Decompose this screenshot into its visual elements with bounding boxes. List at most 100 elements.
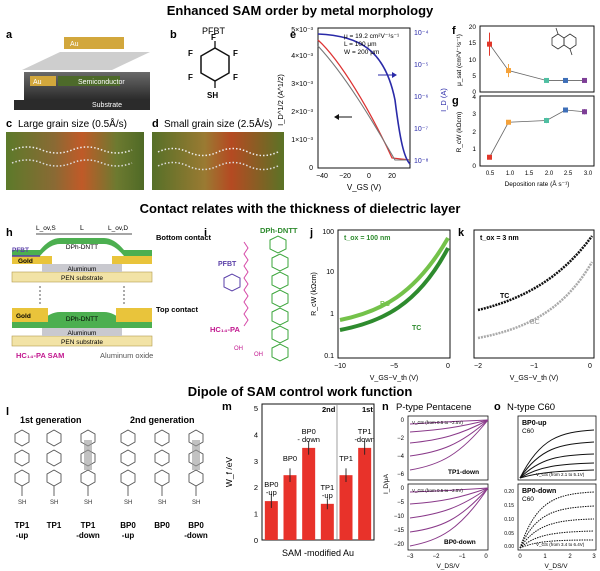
l-molecule	[188, 429, 204, 496]
atom-sh-l: SH	[18, 500, 26, 506]
label-lovd: L_ov,D	[108, 225, 128, 232]
section-title-3: Dipole of SAM control work function	[188, 384, 413, 399]
label-gen2: 2nd generation	[130, 415, 195, 425]
f-marks-point	[563, 77, 568, 83]
panel-letter-d: d	[152, 118, 159, 130]
gold-2	[12, 308, 48, 322]
xtick-e-3: 20	[388, 173, 396, 180]
label-o-bottom2: C60	[522, 496, 534, 503]
curve-sqrt-id-fit	[317, 39, 411, 161]
g-marks	[487, 107, 587, 160]
aluminum-gate-2	[42, 328, 122, 336]
panel-letter-b: b	[170, 29, 177, 41]
xtick-e-0: −40	[316, 173, 328, 180]
panel-g: g 0 1 2 3 4 R_cW (kΩcm) 0.5 1.0 1.5 2.0 …	[452, 94, 595, 188]
ytick-j-1: 1	[330, 311, 334, 318]
bar-label-m: BP0- down	[297, 427, 320, 444]
ytick-n-b0: 0	[401, 486, 405, 492]
device-base	[14, 100, 150, 110]
ytick-e-1: 1×10⁻³	[291, 137, 313, 144]
xtick-j-1: −5	[390, 363, 398, 370]
bar-m	[339, 475, 353, 540]
xlabel-n: V_DS/V	[436, 563, 460, 570]
ytick-g-1: 1	[472, 146, 476, 153]
bar-m	[320, 503, 334, 540]
panel-letter-k: k	[458, 227, 465, 239]
ytick-g-0: 0	[472, 163, 476, 170]
sam-chain-row-d	[157, 147, 279, 157]
molecule-variant-l: -up	[16, 531, 29, 540]
panel-d: d Small grain size (2.5Å/s)	[152, 117, 284, 190]
panel-letter-i: i	[204, 227, 207, 239]
xtick-o-3: 3	[592, 554, 596, 560]
g-marks-point	[506, 119, 511, 125]
ylabel-e-left: I_D^1/2 (A^1/2)	[276, 74, 285, 126]
ytick-f-4: 20	[469, 24, 477, 31]
molecule-name-l: TP1	[47, 521, 62, 530]
ytick-g-3: 3	[472, 111, 476, 118]
panel-l: l 1st generation 2nd generation SHTP1-up…	[6, 406, 208, 540]
atom-f-right-top: F	[233, 49, 238, 58]
ytick-j-0: 0.1	[324, 353, 334, 360]
atom-f-left-top: F	[188, 49, 193, 58]
bar-m	[358, 447, 372, 540]
label-pen-2: PEN substrate	[61, 339, 103, 346]
label-substrate: Substrate	[92, 102, 122, 109]
panel-letter-a: a	[6, 29, 13, 41]
ytick-n-b4: −20	[394, 542, 405, 548]
note-j: t_ox = 100 nm	[344, 235, 391, 242]
curves-o	[519, 429, 595, 549]
ytick-n-t2: −4	[397, 454, 405, 460]
plot-frame-j	[337, 229, 451, 359]
label-o-top2: C60	[522, 428, 534, 435]
atom-sh-l: SH	[84, 500, 92, 506]
f-marks	[487, 32, 587, 83]
ytick-o-0: 0.00	[504, 544, 514, 550]
ytick-e-2: 2×10⁻³	[291, 109, 313, 116]
xlabel-e: V_GS (V)	[347, 183, 382, 192]
molecule-name-l: BP0	[154, 521, 170, 530]
xtick-g-3: 2.0	[545, 171, 554, 177]
label-n-bottom: BP0-down	[444, 539, 476, 546]
xtick-k-0: −2	[474, 363, 482, 370]
au-bottom-block	[30, 76, 56, 86]
label-top-contact: Top contact	[156, 305, 198, 314]
ylabel-j: R_cW (kΩcm)	[311, 272, 318, 316]
ytick-o-2: 0.10	[504, 517, 514, 523]
gold-1	[12, 256, 52, 264]
label-sam: HC₁₄-PA SAM	[16, 351, 64, 360]
label-pfbt-h: PFBT	[12, 247, 29, 254]
panel-letter-c: c	[6, 118, 12, 130]
legend-k-tc: TC	[500, 293, 509, 300]
ytick-e-4: 4×10⁻³	[291, 53, 313, 60]
title-o: N-type C60	[507, 402, 555, 413]
note-k: t_ox = 3 nm	[480, 235, 519, 242]
curve-j-bc	[339, 236, 450, 322]
ytick-o-1: 0.05	[504, 531, 514, 537]
atom-f-top: F	[211, 33, 216, 42]
panel-h: h L_ov,S L L_ov,D PEN substrate Aluminum…	[6, 225, 212, 360]
curve-id-log	[317, 33, 411, 165]
panel-letter-n: n	[382, 401, 389, 413]
plot-frame-o-top	[517, 415, 597, 481]
ylabel-g: R_cW (kΩcm)	[456, 112, 463, 153]
sam-chain-row	[11, 146, 133, 154]
g-marks-line	[489, 109, 585, 158]
label-oxide: Aluminum oxide	[100, 351, 153, 360]
gold-2b	[116, 308, 152, 322]
xtick-e-1: −20	[339, 173, 351, 180]
panel-a: a Au Au Semiconductor Substrate	[6, 29, 150, 110]
xlabel-m: SAM -modified Au	[282, 548, 354, 558]
label-au-bottom: Au	[33, 79, 42, 86]
label-semiconductor: Semiconductor	[78, 79, 125, 86]
xtick-o-1: 1	[543, 554, 547, 560]
ytick-n-b2: −10	[394, 514, 405, 520]
xtick-n-0: −3	[407, 554, 415, 560]
ytick-f-2: 10	[469, 57, 477, 64]
ytick-j-3: 100	[322, 229, 334, 236]
bar-label-m: TP1 -up	[320, 483, 334, 500]
xtick-g-2: 1.5	[525, 171, 534, 177]
xtick-j-0: −10	[334, 363, 346, 370]
atom-sh-l: SH	[50, 500, 58, 506]
dph-dntt-inset	[551, 27, 577, 56]
